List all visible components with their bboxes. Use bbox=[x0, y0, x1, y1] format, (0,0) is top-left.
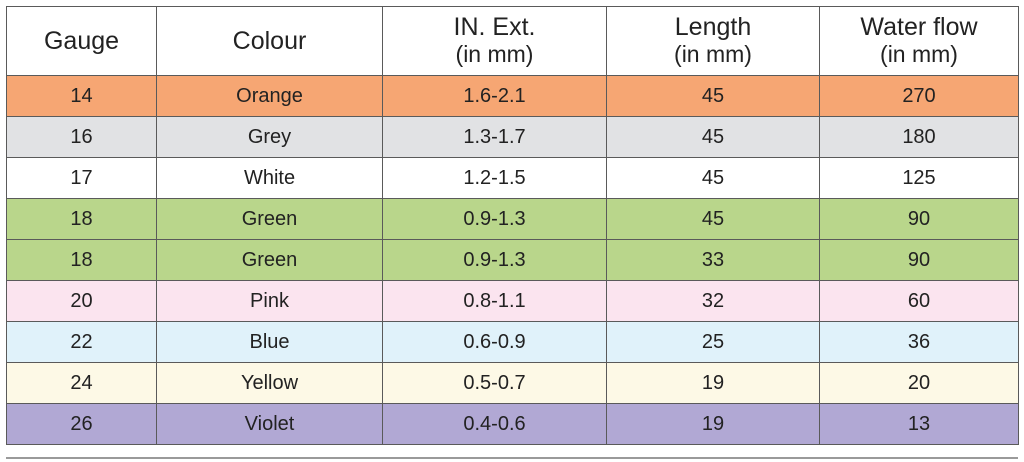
cell-ext: 0.8-1.1 bbox=[382, 280, 607, 322]
table-row: 18 Green 0.9-1.3 45 90 bbox=[6, 198, 1019, 240]
cell-ext: 0.4-0.6 bbox=[382, 403, 607, 445]
cell-flow: 180 bbox=[819, 116, 1019, 158]
header-water-flow-unit: (in mm) bbox=[880, 41, 958, 67]
cell-colour: Green bbox=[156, 239, 383, 281]
cell-gauge: 18 bbox=[6, 239, 157, 281]
cell-ext: 0.9-1.3 bbox=[382, 239, 607, 281]
cell-length: 19 bbox=[606, 403, 820, 445]
cell-ext: 1.6-2.1 bbox=[382, 75, 607, 117]
header-length-unit: (in mm) bbox=[674, 41, 752, 67]
header-gauge-label: Gauge bbox=[43, 26, 120, 55]
cell-ext: 0.5-0.7 bbox=[382, 362, 607, 404]
header-row: Gauge Colour IN. Ext. (in mm) Length (in… bbox=[6, 6, 1019, 76]
cell-length: 45 bbox=[606, 116, 820, 158]
cell-ext: 1.3-1.7 bbox=[382, 116, 607, 158]
cell-ext: 0.6-0.9 bbox=[382, 321, 607, 363]
table-row: 20 Pink 0.8-1.1 32 60 bbox=[6, 280, 1019, 322]
cell-colour: Green bbox=[156, 198, 383, 240]
cell-length: 19 bbox=[606, 362, 820, 404]
cell-gauge: 14 bbox=[6, 75, 157, 117]
table-row: 24 Yellow 0.5-0.7 19 20 bbox=[6, 362, 1019, 404]
cell-flow: 13 bbox=[819, 403, 1019, 445]
header-water-flow-label: Water flow bbox=[860, 13, 978, 41]
table-row: 22 Blue 0.6-0.9 25 36 bbox=[6, 321, 1019, 363]
table-row: 17 White 1.2-1.5 45 125 bbox=[6, 157, 1019, 199]
cell-length: 33 bbox=[606, 239, 820, 281]
cell-ext: 1.2-1.5 bbox=[382, 157, 607, 199]
table-row: 14 Orange 1.6-2.1 45 270 bbox=[6, 75, 1019, 117]
cell-flow: 270 bbox=[819, 75, 1019, 117]
cell-gauge: 24 bbox=[6, 362, 157, 404]
table-row: 26 Violet 0.4-0.6 19 13 bbox=[6, 403, 1019, 445]
table-row: 18 Green 0.9-1.3 33 90 bbox=[6, 239, 1019, 281]
cell-gauge: 22 bbox=[6, 321, 157, 363]
cell-length: 45 bbox=[606, 157, 820, 199]
cell-colour: Pink bbox=[156, 280, 383, 322]
header-ext-label: IN. Ext. bbox=[453, 13, 536, 41]
cell-flow: 20 bbox=[819, 362, 1019, 404]
header-length-label: Length bbox=[674, 13, 752, 41]
table-row: 16 Grey 1.3-1.7 45 180 bbox=[6, 116, 1019, 158]
cell-length: 32 bbox=[606, 280, 820, 322]
cell-flow: 60 bbox=[819, 280, 1019, 322]
cell-colour: Violet bbox=[156, 403, 383, 445]
cell-colour: Grey bbox=[156, 116, 383, 158]
cell-gauge: 18 bbox=[6, 198, 157, 240]
cell-flow: 36 bbox=[819, 321, 1019, 363]
cell-flow: 90 bbox=[819, 239, 1019, 281]
cell-flow: 125 bbox=[819, 157, 1019, 199]
header-ext-unit: (in mm) bbox=[455, 41, 534, 67]
cell-ext: 0.9-1.3 bbox=[382, 198, 607, 240]
cell-gauge: 26 bbox=[6, 403, 157, 445]
header-water-flow: Water flow (in mm) bbox=[819, 6, 1019, 76]
cell-colour: White bbox=[156, 157, 383, 199]
header-ext: IN. Ext. (in mm) bbox=[382, 6, 607, 76]
bottom-divider bbox=[6, 457, 1018, 459]
cell-colour: Yellow bbox=[156, 362, 383, 404]
cell-gauge: 17 bbox=[6, 157, 157, 199]
header-colour-label: Colour bbox=[232, 26, 307, 55]
cell-length: 45 bbox=[606, 198, 820, 240]
cell-colour: Blue bbox=[156, 321, 383, 363]
cell-gauge: 20 bbox=[6, 280, 157, 322]
cell-length: 25 bbox=[606, 321, 820, 363]
cell-colour: Orange bbox=[156, 75, 383, 117]
header-colour: Colour bbox=[156, 6, 383, 76]
header-gauge: Gauge bbox=[6, 6, 157, 76]
cell-length: 45 bbox=[606, 75, 820, 117]
cell-flow: 90 bbox=[819, 198, 1019, 240]
header-length: Length (in mm) bbox=[606, 6, 820, 76]
cell-gauge: 16 bbox=[6, 116, 157, 158]
gauge-table: Gauge Colour IN. Ext. (in mm) Length (in… bbox=[6, 6, 1019, 445]
